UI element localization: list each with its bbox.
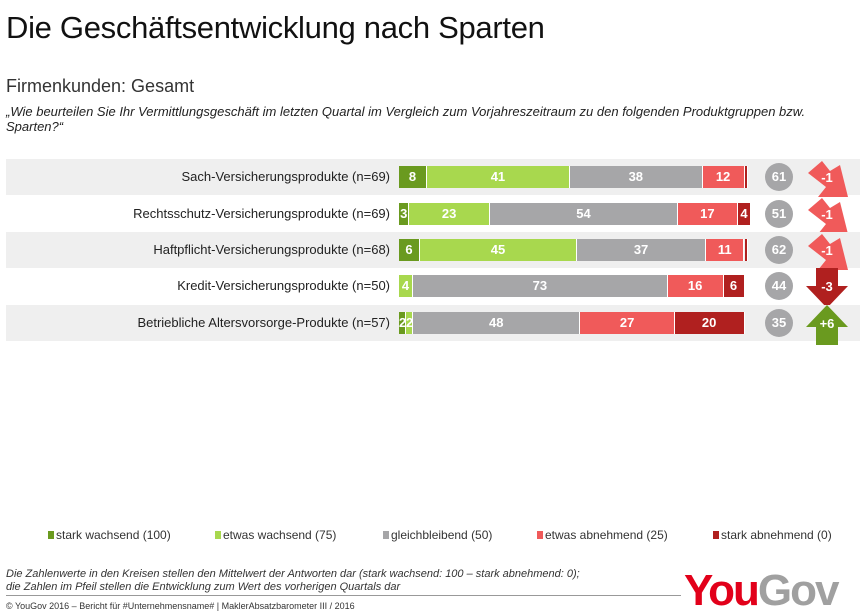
question-text: „Wie beurteilen Sie Ihr Vermittlungsgesc…: [6, 104, 806, 134]
legend-swatch: [713, 531, 719, 539]
page-title: Die Geschäftsentwicklung nach Sparten: [6, 10, 545, 45]
bar-segment: 2: [405, 312, 413, 334]
legend-swatch: [383, 531, 389, 539]
change-value: -1: [821, 243, 833, 258]
bar-segment: [744, 239, 748, 261]
copyright: © YouGov 2016 – Bericht für #Unternehmen…: [6, 601, 355, 611]
change-value: -1: [821, 170, 833, 185]
category-label: Betriebliche Altersvorsorge-Produkte (n=…: [137, 315, 390, 330]
bar-segment: 4: [737, 203, 752, 225]
bar-segment: 37: [576, 239, 707, 261]
bar-segment: 16: [667, 275, 724, 297]
bar-segment: 38: [570, 166, 703, 188]
bar-segment: 54: [489, 203, 679, 225]
legend-label: etwas abnehmend (25): [545, 528, 668, 542]
change-arrow-down-right-icon: [808, 161, 848, 197]
footnote-line-1: Die Zahlenwerte in den Kreisen stellen d…: [6, 568, 580, 580]
legend-swatch: [537, 531, 543, 539]
legend-item: gleichbleibend (50): [383, 528, 492, 542]
bar-segment: 6: [399, 239, 420, 261]
change-arrow-up-icon: [806, 305, 848, 345]
legend-item: stark wachsend (100): [48, 528, 171, 542]
arrow-shape: [808, 234, 848, 270]
change-arrow-down-right-icon: [808, 198, 848, 234]
legend-label: stark wachsend (100): [56, 528, 171, 542]
category-label: Sach-Versicherungsprodukte (n=69): [181, 169, 390, 184]
change-arrow-down-icon: [806, 268, 848, 308]
chart-row: Betriebliche Altersvorsorge-Produkte (n=…: [6, 305, 860, 345]
chart-row: Sach-Versicherungsprodukte (n=69) 8 41 38 12…: [6, 159, 860, 197]
bar-segment: 2: [399, 312, 406, 334]
bar-segment: 41: [426, 166, 570, 188]
bar-segment: 6: [723, 275, 745, 297]
bar-segment: 4: [399, 275, 413, 297]
category-label: Kredit-Versicherungsprodukte (n=50): [177, 278, 390, 293]
footnote: Die Zahlenwerte in den Kreisen stellen d…: [6, 568, 580, 594]
legend-swatch: [48, 531, 54, 539]
divider: [6, 595, 681, 596]
legend-item: etwas abnehmend (25): [537, 528, 668, 542]
bar-segment: 11: [706, 239, 745, 261]
legend-swatch: [215, 531, 221, 539]
legend-item: etwas wachsend (75): [215, 528, 336, 542]
bar-segment: [744, 166, 748, 188]
mean-circle: 35: [765, 309, 793, 337]
arrow-shape: [808, 198, 848, 234]
bar-segment: 73: [412, 275, 668, 297]
arrow-shape: [806, 268, 848, 308]
mean-circle: 62: [765, 236, 793, 264]
legend-label: gleichbleibend (50): [391, 528, 493, 542]
yougov-logo: YouGov: [684, 566, 840, 616]
category-label: Rechtsschutz-Versicherungsprodukte (n=69…: [133, 206, 390, 221]
subtitle: Firmenkunden: Gesamt: [6, 76, 195, 96]
mean-circle: 51: [765, 200, 793, 228]
logo-gov: Gov: [757, 566, 840, 615]
logo-you: You: [684, 566, 760, 615]
legend-label: etwas wachsend (75): [223, 528, 337, 542]
chart-row: Kredit-Versicherungsprodukte (n=50) 4 73 16…: [6, 268, 860, 308]
bar-segment: 48: [412, 312, 581, 334]
legend-item: stark abnehmend (0): [713, 528, 832, 542]
arrow-shape: [808, 161, 848, 197]
bar-segment: 3: [399, 203, 410, 225]
change-value: -1: [821, 207, 833, 222]
category-label: Haftpflicht-Versicherungsprodukte (n=68): [153, 242, 390, 257]
bar-segment: 12: [702, 166, 745, 188]
mean-circle: 44: [765, 272, 793, 300]
footnote-line-2: die Zahlen im Pfeil stellen die Entwickl…: [6, 581, 401, 593]
mean-circle: 61: [765, 163, 793, 191]
bar-segment: 27: [580, 312, 675, 334]
bar-segment: 8: [399, 166, 427, 188]
chart-row: Haftpflicht-Versicherungsprodukte (n=68)…: [6, 232, 860, 270]
change-arrow-down-right-icon: [808, 234, 848, 270]
legend-label: stark abnehmend (0): [721, 528, 832, 542]
change-value: -3: [821, 279, 833, 294]
bar-segment: 17: [678, 203, 738, 225]
bar-segment: 45: [419, 239, 577, 261]
chart-row: Rechtsschutz-Versicherungsprodukte (n=69…: [6, 196, 860, 234]
bar-segment: 20: [674, 312, 745, 334]
change-value: +6: [819, 316, 835, 331]
bar-segment: 23: [409, 203, 490, 225]
arrow-shape: [806, 305, 848, 345]
